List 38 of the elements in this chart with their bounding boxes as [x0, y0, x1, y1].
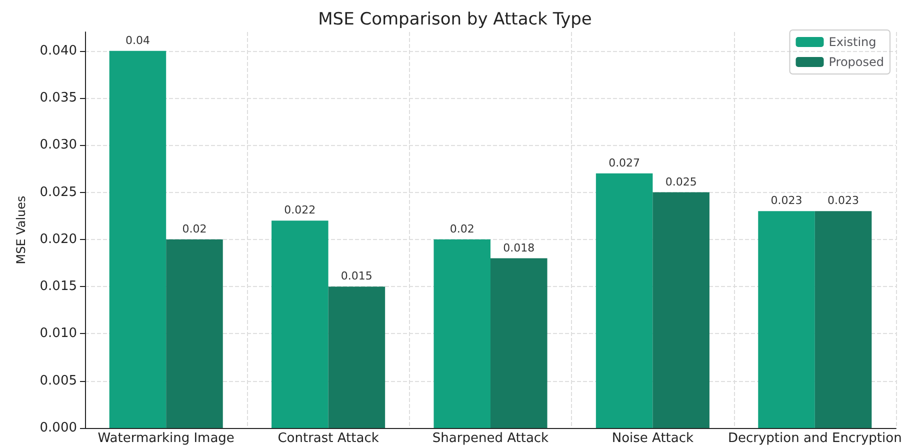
bar: [434, 239, 490, 428]
legend-label: Existing: [828, 35, 876, 49]
y-tick-label: 0.040: [40, 43, 77, 58]
data-label: 0.02: [450, 222, 474, 236]
y-tick-label: 0.035: [40, 90, 77, 106]
data-label: 0.025: [665, 175, 697, 188]
x-tick-label: Decryption and Encryption: [728, 431, 902, 446]
bar: [109, 50, 166, 428]
chart-title: MSE Comparison by Attack Type: [318, 10, 592, 30]
bar: [490, 258, 548, 428]
y-tick-label: 0.000: [40, 420, 77, 436]
data-label: 0.022: [284, 204, 316, 217]
bar: [652, 192, 710, 428]
x-tick-label: Contrast Attack: [278, 431, 380, 446]
data-label: 0.015: [340, 270, 372, 283]
data-label: 0.027: [608, 156, 640, 170]
data-label: 0.018: [503, 241, 535, 254]
data-label: 0.02: [182, 222, 207, 236]
y-tick-label: 0.010: [40, 326, 77, 342]
y-tick-label: 0.020: [40, 232, 77, 247]
x-tick-label: Watermarking Image: [98, 431, 234, 446]
y-tick-label: 0.005: [40, 373, 77, 388]
bar: [328, 286, 386, 428]
data-label: 0.023: [770, 194, 802, 208]
bar: [166, 239, 223, 428]
legend-label: Proposed: [828, 55, 884, 69]
x-tick-label: Noise Attack: [612, 431, 694, 446]
bar: [272, 220, 328, 428]
y-tick-label: 0.025: [40, 184, 77, 200]
bar: [814, 211, 872, 428]
y-axis-title: MSE Values: [14, 196, 28, 264]
data-label: 0.023: [828, 194, 860, 208]
x-tick-label: Sharpened Attack: [432, 431, 550, 446]
y-tick-label: 0.030: [40, 138, 77, 153]
bar: [758, 211, 815, 428]
y-tick-label: 0.015: [40, 279, 77, 294]
bar: [596, 173, 653, 428]
data-label: 0.04: [125, 34, 150, 47]
